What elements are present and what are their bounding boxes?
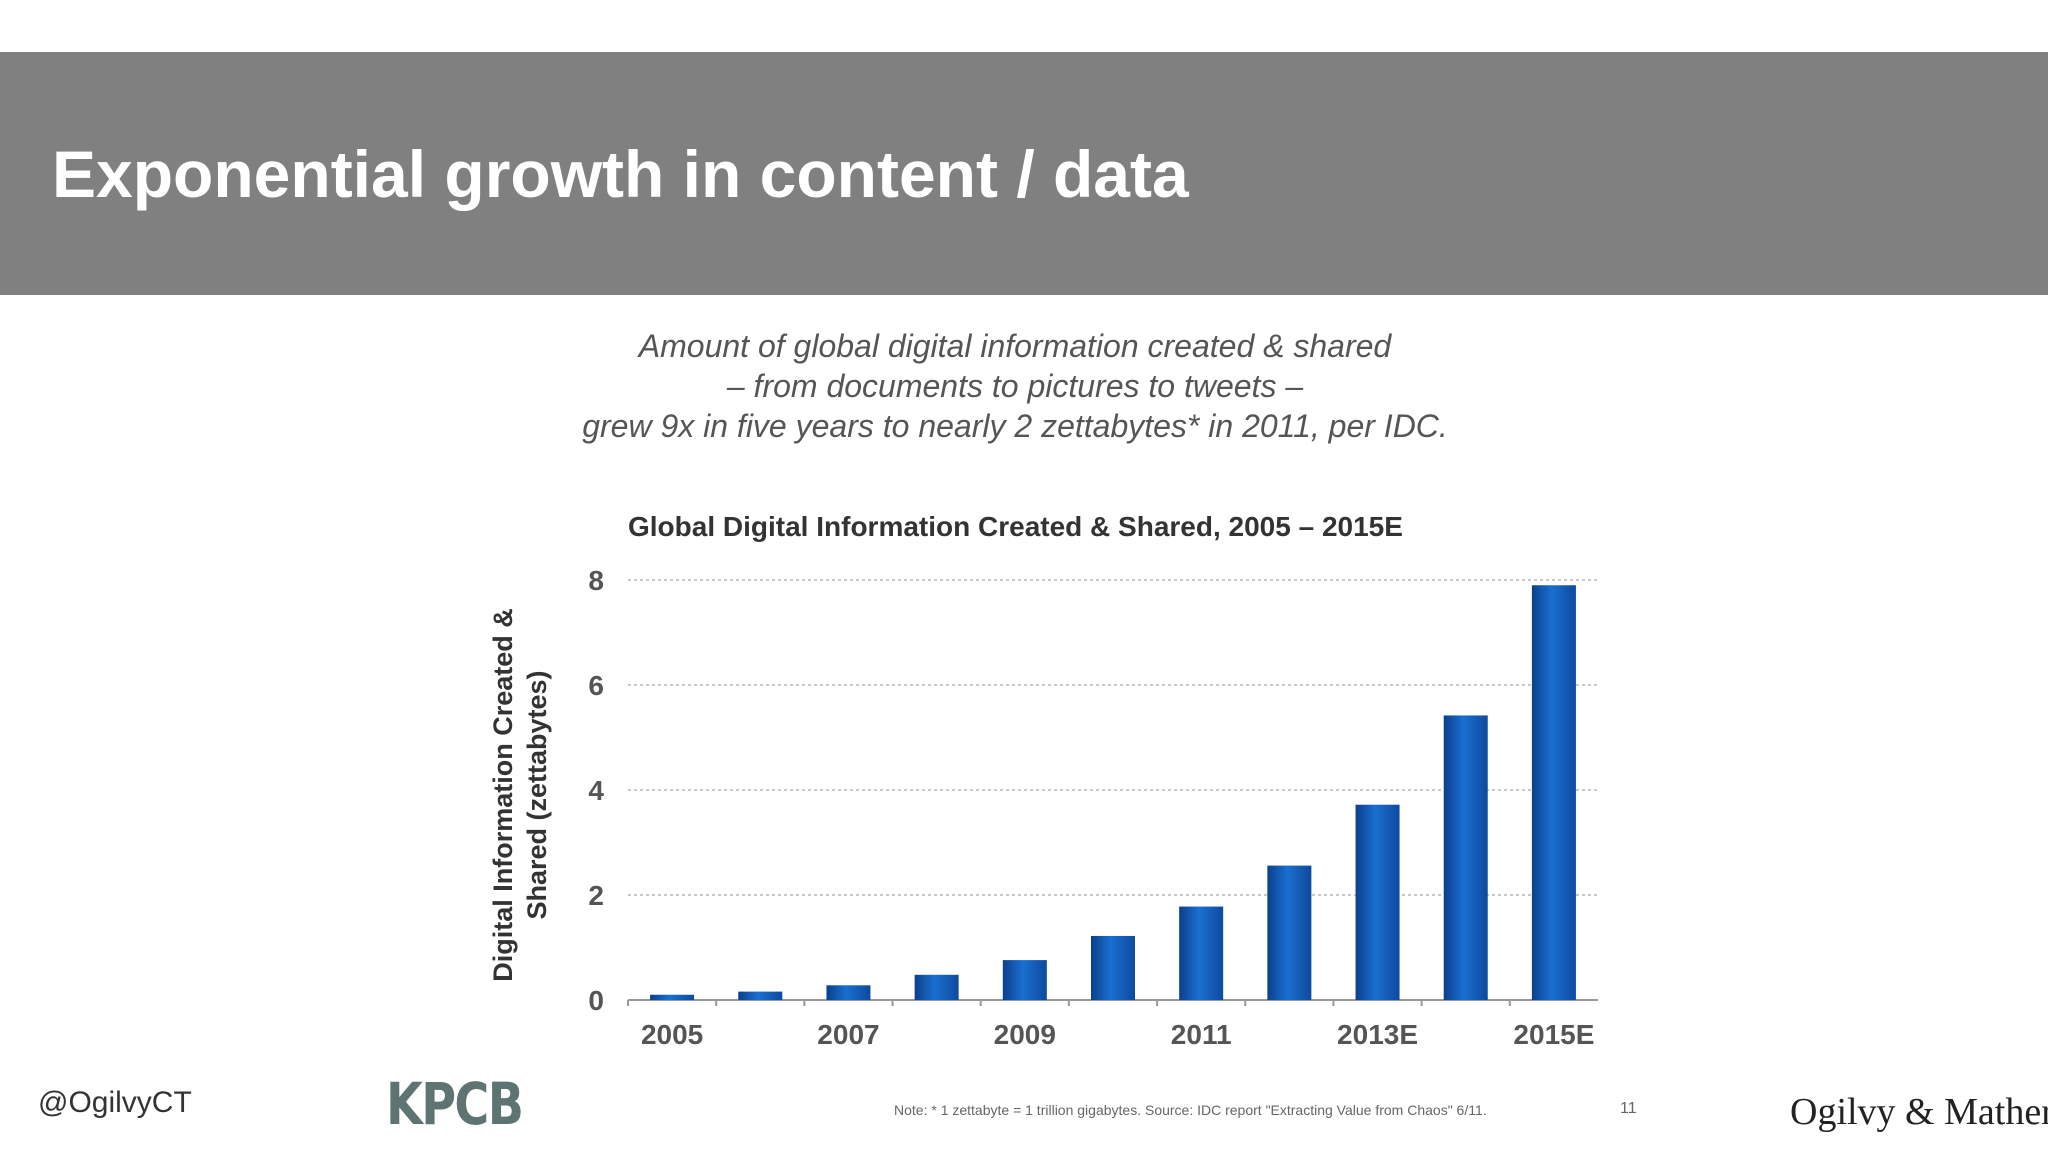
y-tick-labels: 0 2 4 6 8: [588, 565, 604, 1016]
bar-2014E: [1443, 715, 1488, 1000]
y-axis-label-line-2: Shared (zettabytes): [522, 670, 552, 919]
bar-2008: [914, 974, 959, 1000]
y-tick-label: 2: [588, 880, 604, 911]
x-tick-label: 2005: [641, 1019, 703, 1050]
bar-2010: [1091, 935, 1135, 1000]
ogilvy-mather-logo: Ogilvy & Mather: [1790, 1091, 2048, 1133]
y-tick-label: 6: [588, 670, 604, 701]
subtitle-line-3: grew 9x in five years to nearly 2 zettab…: [582, 408, 1448, 444]
bar-2013E: [1355, 804, 1400, 1000]
bar-2011: [1179, 906, 1224, 1000]
bar-2005: [650, 994, 695, 1000]
x-tick-label: 2015E: [1513, 1019, 1594, 1050]
page-number: 11: [1620, 1100, 1637, 1117]
subtitle-line-1: Amount of global digital information cre…: [638, 328, 1392, 364]
bar-2006: [738, 991, 783, 1000]
x-tick-label: 2011: [1171, 1019, 1232, 1050]
bar-2009: [1002, 960, 1047, 1000]
x-tick-label: 2013E: [1337, 1019, 1418, 1050]
x-tick-label: 2009: [994, 1019, 1056, 1050]
y-tick-label: 4: [588, 775, 604, 806]
y-axis-label-line-1: Digital Information Created &: [488, 608, 518, 982]
bar-2012E: [1267, 865, 1312, 1000]
x-tick-labels: 2005 2007 2009 2011 2013E 2015E: [641, 1019, 1594, 1050]
twitter-handle: @OgilvyCT: [38, 1086, 192, 1119]
subtitle-line-2: – from documents to pictures to tweets –: [726, 368, 1304, 404]
kpcb-logo: KPCB: [386, 1070, 524, 1138]
source-note: Note: * 1 zettabyte = 1 trillion gigabyt…: [894, 1102, 1487, 1118]
title-band: [0, 52, 2048, 295]
bar-2015E: [1531, 585, 1576, 1000]
chart-title: Global Digital Information Created & Sha…: [628, 511, 1403, 542]
bar-2007: [826, 985, 871, 1000]
x-tick-label: 2007: [817, 1019, 879, 1050]
slide-title: Exponential growth in content / data: [52, 137, 1189, 211]
y-axis-label: Digital Information Created & Shared (ze…: [488, 608, 552, 982]
bars: [650, 585, 1576, 1000]
subtitle: Amount of global digital information cre…: [500, 326, 1530, 446]
y-tick-label: 8: [588, 565, 604, 596]
y-tick-label: 0: [588, 985, 604, 1016]
